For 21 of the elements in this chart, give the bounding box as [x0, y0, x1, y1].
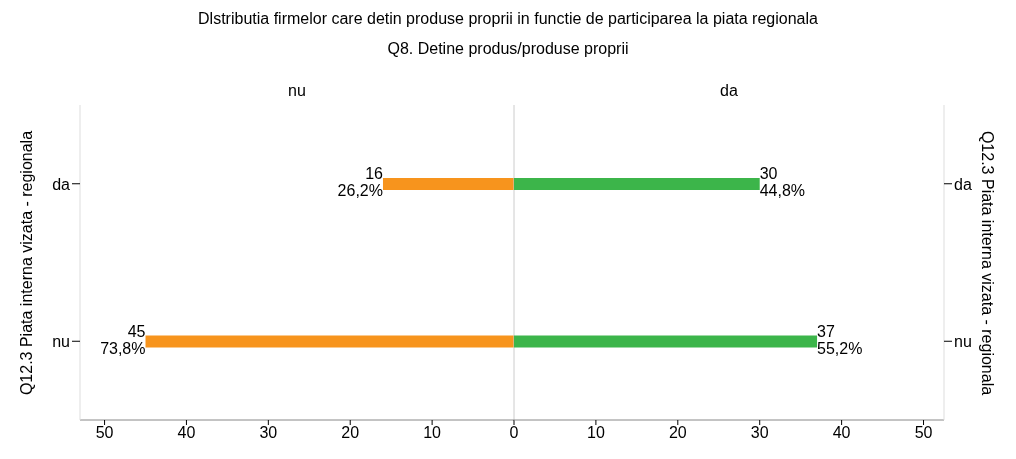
- x-tick-label: 20: [341, 424, 360, 442]
- y-axis-title: Q12.3 Piata interna vizata - regionala: [16, 129, 36, 397]
- chart-subtitle: Q8. Detine produs/produse proprii: [386, 40, 630, 58]
- data-label: 45 73,8%: [100, 322, 146, 357]
- x-tick-label: 40: [177, 424, 196, 442]
- text: nu: [287, 82, 307, 100]
- x-tick-label: 30: [259, 424, 278, 442]
- x-tick-label: 20: [668, 424, 687, 442]
- text: da: [719, 82, 739, 100]
- data-label: 16 26,2%: [337, 165, 384, 199]
- x-tick-label: 50: [95, 424, 114, 442]
- x-tick-label: 0: [509, 424, 519, 442]
- x-tick-label: 10: [587, 424, 605, 442]
- y2-axis-title: Q12.3 Piata interna vizata - regionala: [979, 130, 997, 395]
- x-tick-label: 30: [750, 424, 769, 442]
- x-tick-label: 40: [832, 424, 851, 442]
- data-label: 37 55,2%: [817, 322, 863, 357]
- x-tick-label: 50: [914, 424, 933, 442]
- x-tick-label: 10: [423, 424, 442, 442]
- data-label: 30 44,8%: [759, 165, 806, 199]
- chart-title: Dlstributia firmelor care detin produse proprii in functie de participarea la piata regionala: [197, 10, 819, 28]
